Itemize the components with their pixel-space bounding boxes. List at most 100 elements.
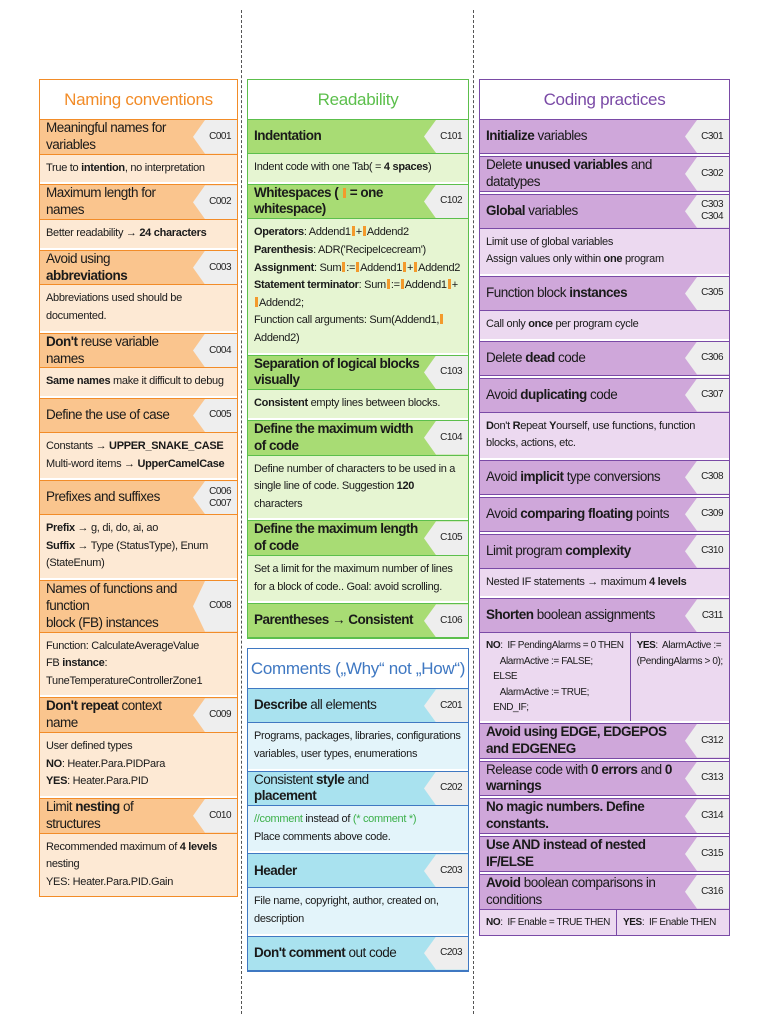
rule-description: Limit use of global variables Assign valu…	[480, 228, 729, 274]
naming-column: Naming conventions Meaningful names for …	[39, 79, 238, 898]
rule-heading: Limit nesting of structures C010	[40, 798, 237, 834]
rule-c005: Define the use of case C005 Constants → UP…	[40, 397, 237, 479]
rule-code-tag: C314	[685, 799, 729, 834]
rule-heading: Names of functions and function block (FB…	[40, 580, 237, 633]
rule-c303: Global variables C303 C304 Limit use of glo…	[480, 193, 729, 274]
rule-description: Consistent empty lines between blocks.	[248, 390, 468, 418]
rule-code-tag: C008	[193, 580, 237, 632]
whitespace-marker	[362, 226, 366, 237]
rule-code-tag: C010	[193, 798, 237, 833]
rule-c316: Avoid boolean comparisons in conditions C…	[480, 873, 729, 936]
rule-heading: Avoid duplicating code C307	[480, 378, 729, 413]
rule-description: Prefix → g, di, do, ai, ao Suffix → Type …	[40, 515, 237, 578]
rule-heading: Delete dead code C306	[480, 341, 729, 376]
rule-heading: Describe all elements C201	[248, 689, 468, 724]
rule-c309: Avoid comparing floating points C309	[480, 496, 729, 532]
rule-heading: Parentheses → Consistent C106	[248, 604, 468, 639]
rule-c203: Don't comment out code C203	[248, 935, 468, 971]
rule-description: User defined types NO: Heater.Para.PIDPar…	[40, 733, 237, 796]
rule-heading: Define the maximum length of code C105	[248, 521, 468, 557]
rule-c202: Consistent style and placement C202//comm…	[248, 770, 468, 852]
rule-heading: Whitespaces ( = one whitespace) C102	[248, 184, 468, 220]
rule-code-tag: C102	[424, 184, 468, 219]
rule-code-tag: C309	[685, 497, 729, 531]
rule-heading: Initialize variables C301	[480, 120, 729, 154]
rule-heading: Meaningful names for variables C001	[40, 120, 237, 155]
rule-c002: Maximum length for names C002 Better reada…	[40, 184, 237, 248]
whitespace-marker	[255, 296, 258, 307]
whitespace-marker	[386, 279, 390, 290]
whitespace-marker	[447, 279, 451, 290]
rule-description: True to intention, no interpretation	[40, 154, 237, 183]
rule-c314: No magic numbers. Define constants. C314	[480, 798, 729, 835]
rule-c009: Don't repeat context name C009 User define…	[40, 697, 237, 796]
naming-conventions-panel: Naming conventions Meaningful names for …	[39, 79, 238, 898]
rule-heading: Maximum length for names C002	[40, 185, 237, 221]
rule-heading: Avoid comparing floating points C309	[480, 497, 729, 532]
rule-heading: Avoid using abbreviations C003	[40, 250, 237, 286]
rule-code-tag: C308	[685, 460, 729, 494]
rule-heading: Avoid using EDGE, EDGEPOS and EDGENEG C31…	[480, 723, 729, 759]
rule-description: Better readability → 24 characters	[40, 220, 237, 248]
rule-code-tag: C303 C304	[685, 194, 729, 228]
example-no: NO: IF PendingAlarms = 0 THEN AlarmActiv…	[480, 633, 631, 721]
whitespace-marker	[342, 261, 346, 272]
rule-c312: Avoid using EDGE, EDGEPOS and EDGENEG C31…	[480, 722, 729, 759]
rule-code-tag: C006 C007	[193, 481, 237, 515]
rule-c103: Separation of logical blocks visually C10…	[248, 354, 468, 418]
rule-code-tag: C003	[193, 250, 237, 285]
rule-code-tag: C203	[424, 854, 468, 888]
rule-heading: Shorten boolean assignments C311	[480, 599, 729, 634]
rule-description: Programs, packages, libraries, configura…	[248, 723, 468, 769]
rule-description: Operators: Addend1 + Addend2 Parenthesis: A…	[248, 219, 468, 353]
comments-panel: Comments („Why“ not „How“) Describe all …	[247, 648, 469, 972]
rule-code-tag: C101	[424, 120, 468, 153]
rule-heading: Prefixes and suffixes C006 C007	[40, 481, 237, 516]
comments-title: Comments („Why“ not „How“)	[248, 649, 468, 690]
rule-code-tag: C009	[193, 698, 237, 733]
coding-column: Coding practices Initialize variables C30…	[479, 79, 730, 937]
rule-c306: Delete dead code C306	[480, 340, 729, 376]
rule-c105: Define the maximum length of code C105 Set…	[248, 520, 468, 602]
rule-code-tag: C005	[193, 398, 237, 432]
rule-c305: Function block instances C305 Call only on…	[480, 275, 729, 339]
rule-code-tag: C305	[685, 276, 729, 310]
rule-code-tag: C306	[685, 341, 729, 375]
rule-c308: Avoid implicit type conversions C308	[480, 459, 729, 495]
rule-description: Indent code with one Tab( = 4 spaces)	[248, 154, 468, 182]
rule-code-tag: C105	[424, 521, 468, 556]
rule-code-tag: C106	[424, 604, 468, 638]
rule-c102: Whitespaces ( = one whitespace) C102 Opera…	[248, 183, 468, 353]
column-divider-right	[473, 10, 474, 1014]
readability-title: Readability	[248, 80, 468, 120]
coding-practices-panel: Coding practices Initialize variables C30…	[479, 79, 730, 937]
whitespace-marker	[400, 279, 404, 290]
rule-description: Nested IF statements → maximum 4 levels	[480, 568, 729, 597]
rule-heading: Don't comment out code C203	[248, 936, 468, 971]
rule-c315: Use AND instead of nested IF/ELSE C315	[480, 836, 729, 872]
rule-code-tag: C302	[685, 157, 729, 191]
rule-description: Set a limit for the maximum number of li…	[248, 556, 468, 602]
rule-c311: Shorten boolean assignments C311 NO: IF Pe…	[480, 598, 729, 721]
rule-c003: Avoid using abbreviations C003 Abbreviatio…	[40, 249, 237, 331]
rule-c008: Names of functions and function block (FB…	[40, 579, 237, 696]
rule-c310: Limit program complexity C310 Nested IF st…	[480, 533, 729, 597]
rule-c104: Define the maximum width of code C104 Defi…	[248, 419, 468, 519]
rule-description: Function: CalculateAverageValue FB instan…	[40, 632, 237, 696]
rule-c101: Indentation C101 Indent code with one Tab(…	[248, 120, 468, 182]
example-yes: YES: AlarmActive := (PendingAlarms > 0);	[636, 640, 724, 667]
rule-code-tag: C316	[685, 874, 729, 909]
readability-panel: Readability Indentation C101 Indent code w…	[247, 79, 469, 640]
rule-c106: Parentheses → Consistent C106	[248, 603, 468, 639]
rule-c010: Limit nesting of structures C010 Recommend…	[40, 797, 237, 897]
rule-heading: Use AND instead of nested IF/ELSE C315	[480, 837, 729, 872]
rule-code-tag: C307	[685, 378, 729, 412]
rule-c201: Describe all elements C201 Programs, packa…	[248, 689, 468, 769]
rule-c004: Don't reuse variable names C004 Same names…	[40, 332, 237, 396]
whitespace-marker	[414, 261, 418, 272]
rule-description: Same names make it difficult to debug	[40, 368, 237, 396]
readability-column: Readability Indentation C101 Indent code w…	[247, 79, 469, 972]
rule-heading: Indentation C101	[248, 120, 468, 154]
rule-heading: No magic numbers. Define constants. C314	[480, 799, 729, 835]
rule-heading: Define the maximum width of code C104	[248, 420, 468, 456]
